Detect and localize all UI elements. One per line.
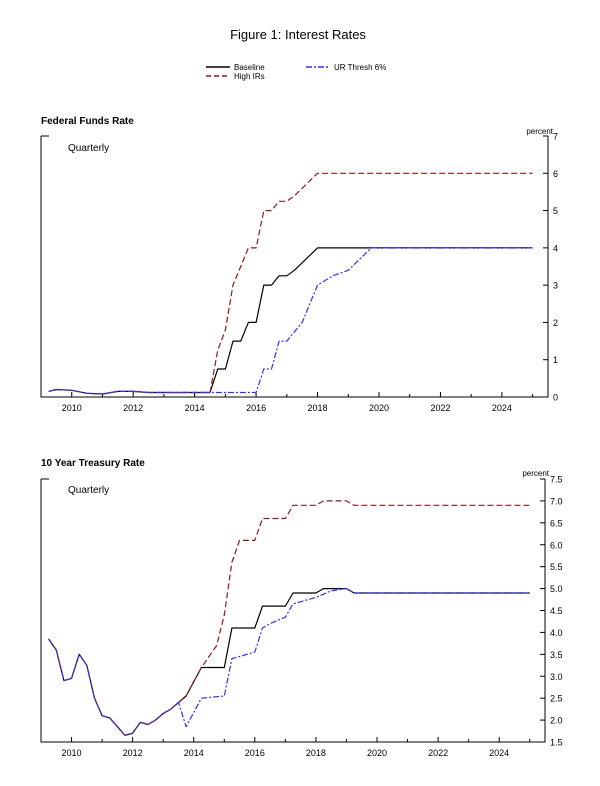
figure-title: Figure 1: Interest Rates <box>230 27 366 42</box>
chart-10-year-treasury-rate: 10 Year Treasury Rate Quarterly percent … <box>40 458 563 758</box>
x-tick-label: 2024 <box>492 403 512 413</box>
x-tick-label: 2018 <box>308 403 328 413</box>
y-tick-label: 1.5 <box>550 738 563 748</box>
x-tick-label: 2024 <box>489 748 509 758</box>
y-tick-label: 3 <box>553 281 558 291</box>
y-tick-label: 7.5 <box>550 475 563 485</box>
y-tick-label: 0 <box>553 393 558 403</box>
y-tick-label: 3.0 <box>550 672 563 682</box>
y-axis-unit-label: percent <box>522 469 549 478</box>
legend-label-ur-thresh: UR Thresh 6% <box>334 63 386 72</box>
y-tick-label: 7 <box>553 132 558 142</box>
y-tick-label: 7.0 <box>550 496 563 506</box>
x-tick-label: 2016 <box>246 403 266 413</box>
series-line-ur-thresh-6 <box>48 247 533 395</box>
chart-annotation: Quarterly <box>68 485 109 496</box>
series-line-high-irs <box>48 172 533 395</box>
chart-annotation: Quarterly <box>68 143 109 154</box>
x-tick-label: 2016 <box>245 748 265 758</box>
y-tick-label: 6 <box>553 169 558 179</box>
chart-federal-funds-rate: Federal Funds Rate Quarterly percent 201… <box>40 116 558 413</box>
axis-frame <box>40 478 546 743</box>
legend-label-baseline: Baseline <box>234 63 265 72</box>
series-line-baseline <box>48 247 533 395</box>
x-tick-label: 2010 <box>62 748 82 758</box>
y-tick-label: 2.5 <box>550 694 563 704</box>
y-tick-label: 4 <box>553 243 558 253</box>
series-line-baseline <box>48 588 530 736</box>
series-line-high-irs <box>48 500 530 736</box>
figure-legend: Baseline High IRs UR Thresh 6% <box>206 63 386 81</box>
x-tick-label: 2018 <box>306 748 326 758</box>
chart-title: 10 Year Treasury Rate <box>41 458 145 469</box>
x-tick-label: 2014 <box>185 403 205 413</box>
axis-frame <box>40 135 549 398</box>
chart-title: Federal Funds Rate <box>41 116 134 127</box>
x-tick-label: 2010 <box>62 403 82 413</box>
x-tick-label: 2020 <box>367 748 387 758</box>
y-tick-label: 6.5 <box>550 518 563 528</box>
y-tick-label: 3.5 <box>550 650 563 660</box>
y-tick-label: 6.0 <box>550 540 563 550</box>
y-tick-label: 4.5 <box>550 606 563 616</box>
y-axis-unit-label: percent <box>526 127 553 136</box>
x-tick-label: 2012 <box>123 403 143 413</box>
series-line-ur-thresh-6 <box>48 588 530 736</box>
y-tick-label: 5.0 <box>550 584 563 594</box>
x-tick-label: 2012 <box>123 748 143 758</box>
y-tick-label: 4.0 <box>550 628 563 638</box>
x-tick-label: 2022 <box>428 748 448 758</box>
y-tick-label: 2.0 <box>550 716 563 726</box>
y-tick-label: 2 <box>553 318 558 328</box>
y-tick-label: 5 <box>553 206 558 216</box>
legend-label-high-irs: High IRs <box>234 72 265 81</box>
y-tick-label: 5.5 <box>550 562 563 572</box>
x-tick-label: 2014 <box>184 748 204 758</box>
y-tick-label: 1 <box>553 355 558 365</box>
x-tick-label: 2022 <box>430 403 450 413</box>
x-tick-label: 2020 <box>369 403 389 413</box>
